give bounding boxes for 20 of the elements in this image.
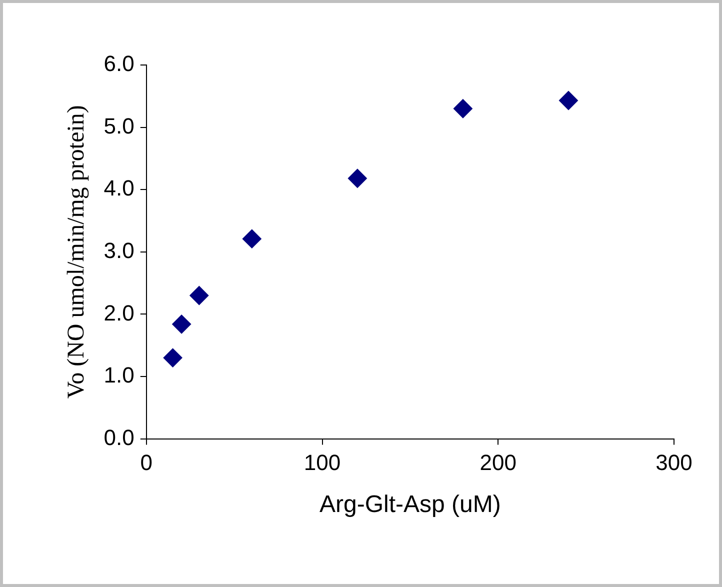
y-tick-label: 0.0 bbox=[104, 424, 134, 450]
point bbox=[172, 314, 192, 334]
point bbox=[190, 286, 209, 306]
x-tick-label: 200 bbox=[480, 450, 516, 476]
point bbox=[558, 91, 578, 110]
x-tick-label: 0 bbox=[140, 450, 153, 476]
point bbox=[453, 99, 472, 118]
point bbox=[242, 229, 262, 248]
y-tick-label: 6.0 bbox=[104, 51, 134, 76]
point bbox=[348, 168, 367, 188]
y-tick-label: 1.0 bbox=[104, 362, 134, 388]
y-axis-title: Vo (NO umol/min/mg protein) bbox=[64, 105, 90, 399]
point bbox=[163, 348, 182, 368]
y-tick-label: 3.0 bbox=[104, 238, 134, 263]
x-axis-title: Arg-Glt-Asp (uM) bbox=[320, 491, 501, 518]
y-tick-label: 4.0 bbox=[104, 176, 134, 201]
y-tick-label: 2.0 bbox=[104, 300, 134, 326]
x-tick-label: 100 bbox=[304, 450, 341, 476]
x-tick-label: 300 bbox=[656, 450, 692, 476]
y-tick-label: 5.0 bbox=[104, 113, 134, 138]
